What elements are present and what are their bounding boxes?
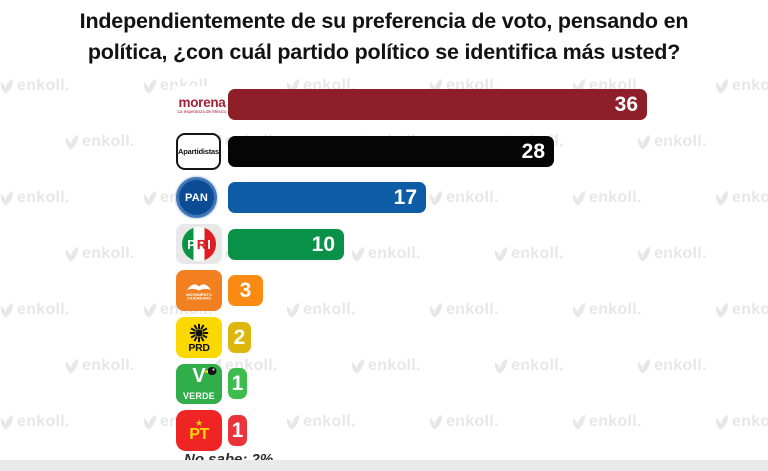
- enkoll-watermark: enkoll.: [429, 189, 499, 207]
- mc-logo-text-line1: MOVIMIENTO: [186, 293, 212, 298]
- enkoll-watermark: enkoll.: [572, 413, 642, 431]
- morena-logo-text: morena: [178, 94, 226, 110]
- bar-value-pri: 10: [311, 232, 335, 256]
- pt-logo: ★ PT: [176, 409, 222, 451]
- bar-row-movimiento-ciudadano: MOVIMIENTO CIUDADANO 3: [176, 270, 263, 311]
- enkoll-watermark: enkoll.: [429, 413, 499, 431]
- chart-title-line2: política, ¿con cuál partido político se …: [87, 40, 681, 64]
- verde-logo: V VERDE: [176, 363, 222, 404]
- bar-row-pan: PAN 17: [176, 177, 426, 218]
- enkoll-watermark: enkoll.: [637, 133, 707, 151]
- star-icon: ★: [194, 417, 204, 428]
- bar-row-verde: V VERDE 1: [176, 363, 247, 404]
- enkoll-watermark: enkoll.: [351, 245, 421, 263]
- toucan-icon: [203, 366, 217, 375]
- bar-row-pri: P R I 10: [176, 224, 344, 264]
- bar-value-verde: 1: [231, 372, 244, 395]
- enkoll-watermark: enkoll.: [0, 189, 70, 207]
- bar-apartidistas: 28: [228, 135, 554, 167]
- chart-title-line1: Independientemente de su preferencia de …: [79, 9, 689, 33]
- verde-check-mark: V: [192, 364, 206, 387]
- bar-prd: 2: [228, 321, 251, 353]
- bottom-strip: [0, 460, 768, 471]
- eagle-icon: [187, 284, 211, 291]
- enkoll-watermark: enkoll.: [572, 189, 642, 207]
- enkoll-watermark: enkoll.: [0, 413, 70, 431]
- enkoll-watermark: enkoll.: [0, 77, 70, 95]
- bar-row-apartidistas: Apartidistas 28: [176, 131, 554, 171]
- pan-logo: PAN: [176, 177, 217, 218]
- morena-logo-subtitle: La esperanza de México: [177, 108, 227, 114]
- enkoll-watermark: enkoll.: [494, 357, 564, 375]
- enkoll-watermark: enkoll.: [572, 301, 642, 319]
- bar-value-movimiento-ciudadano: 3: [239, 279, 252, 302]
- bar-value-pt: 1: [231, 418, 244, 442]
- bar-pt: 1: [228, 414, 247, 446]
- movimiento-ciudadano-logo: MOVIMIENTO CIUDADANO: [176, 270, 222, 311]
- enkoll-watermark: enkoll.: [429, 301, 499, 319]
- bar-morena: 36: [228, 89, 647, 120]
- prd-logo-text: PRD: [188, 341, 210, 354]
- bar-value-apartidistas: 28: [521, 139, 545, 163]
- enkoll-watermark: enkoll.: [65, 357, 135, 375]
- sun-icon: [189, 323, 209, 342]
- enkoll-watermark: enkoll.: [715, 77, 768, 95]
- bar-row-pt: ★ PT 1: [176, 409, 247, 451]
- bar-row-morena: morena La esperanza de México 36: [176, 85, 647, 125]
- enkoll-watermark: enkoll.: [65, 245, 135, 263]
- pri-tricolor-disc: P R I: [182, 227, 216, 261]
- bar-value-pan: 17: [393, 186, 417, 209]
- enkoll-watermark: enkoll.: [715, 189, 768, 207]
- apartidistas-logo-text: Apartidistas: [178, 146, 219, 156]
- verde-logo-text: VERDE: [182, 390, 215, 401]
- bar-value-prd: 2: [233, 325, 246, 349]
- mc-logo-text-line2: CIUDADANO: [186, 296, 212, 301]
- bar-pri: 10: [228, 228, 344, 260]
- apartidistas-logo: Apartidistas: [176, 132, 221, 170]
- prd-logo: PRD: [176, 316, 222, 358]
- enkoll-watermark: enkoll.: [637, 357, 707, 375]
- bar-movimiento-ciudadano: 3: [228, 275, 263, 306]
- enkoll-watermark: enkoll.: [637, 245, 707, 263]
- enkoll-watermark: enkoll.: [715, 301, 768, 319]
- enkoll-watermark: enkoll.: [0, 301, 70, 319]
- morena-logo: morena La esperanza de México: [176, 86, 228, 123]
- enkoll-watermark: enkoll.: [494, 245, 564, 263]
- bar-row-prd: PRD 2: [176, 316, 251, 358]
- bar-pan: 17: [228, 182, 426, 213]
- chart-title: Independientemente de su preferencia de …: [0, 6, 768, 68]
- pt-logo-text: PT: [189, 425, 209, 443]
- enkoll-watermark: enkoll.: [351, 357, 421, 375]
- pri-logo: P R I: [176, 224, 222, 264]
- pan-logo-text: PAN: [184, 191, 208, 204]
- bar-value-morena: 36: [614, 93, 638, 116]
- bar-verde: 1: [228, 368, 247, 399]
- enkoll-watermark: enkoll.: [715, 413, 768, 431]
- enkoll-watermark: enkoll.: [286, 301, 356, 319]
- enkoll-watermark: enkoll.: [286, 413, 356, 431]
- enkoll-watermark: enkoll.: [65, 133, 135, 151]
